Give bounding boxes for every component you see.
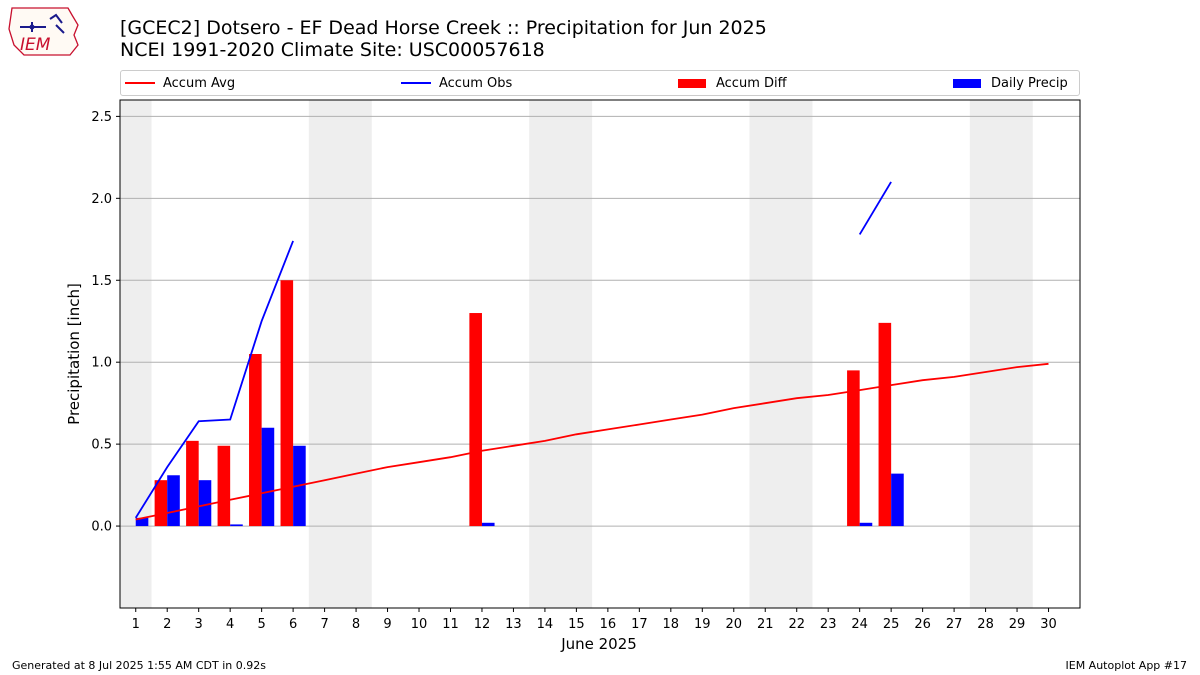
accum-diff-bar [154, 480, 168, 527]
accum-diff-bar [878, 322, 892, 527]
legend-label-daily-precip: Daily Precip [991, 75, 1068, 91]
accum-obs-line [134, 240, 294, 519]
y-tick-label: 0.5 [91, 438, 112, 453]
x-axis-label: June 2025 [560, 635, 637, 653]
chart-title: [GCEC2] Dotsero - EF Dead Horse Creek ::… [120, 17, 767, 39]
weekend-shade [529, 100, 593, 608]
daily-precip-bar [230, 524, 243, 527]
x-tick-label: 30 [1040, 617, 1057, 632]
legend-swatch-accum-diff [678, 78, 706, 88]
weekend-shade [969, 100, 1033, 608]
x-tick-label: 9 [383, 617, 391, 632]
legend-item-accum-obs: Accum Obs [401, 74, 512, 92]
legend-label-accum-obs: Accum Obs [439, 75, 513, 91]
legend-item-daily-precip: Daily Precip [953, 74, 1068, 92]
x-tick-label: 1 [132, 617, 140, 632]
chart-subtitle: NCEI 1991-2020 Climate Site: USC00057618 [120, 39, 545, 61]
legend-label-accum-avg: Accum Avg [163, 75, 236, 91]
x-tick-label: 17 [631, 617, 648, 632]
x-tick-label: 5 [257, 617, 265, 632]
x-tick-label: 7 [320, 617, 328, 632]
y-tick-label: 1.0 [91, 356, 112, 371]
x-tick-label: 20 [725, 617, 742, 632]
legend-swatch-accum-avg [125, 82, 155, 84]
y-axis-label: Precipitation [inch] [65, 283, 83, 425]
daily-precip-bar [859, 522, 873, 527]
accum-diff-bar [280, 280, 294, 527]
x-tick-label: 26 [914, 617, 931, 632]
x-tick-label: 28 [977, 617, 994, 632]
accum-avg-line [135, 362, 1049, 521]
x-tick-label: 8 [352, 617, 360, 632]
footer-app: IEM Autoplot App #17 [1065, 659, 1188, 672]
weekend-shade [749, 100, 813, 608]
daily-precip-bar [167, 475, 180, 527]
x-tick-label: 3 [195, 617, 203, 632]
x-tick-label: 14 [537, 617, 554, 632]
daily-precip-bar [481, 522, 495, 527]
x-tick-label: 2 [163, 617, 171, 632]
legend-label-accum-diff: Accum Diff [716, 75, 787, 91]
x-tick-label: 13 [505, 617, 522, 632]
x-tick-label: 27 [946, 617, 963, 632]
y-tick-label: 1.5 [91, 274, 112, 289]
x-tick-label: 19 [694, 617, 711, 632]
x-tick-label: 23 [820, 617, 837, 632]
x-tick-label: 15 [568, 617, 585, 632]
x-tick-label: 4 [226, 617, 234, 632]
daily-precip-bar [891, 473, 904, 527]
y-tick-label: 2.0 [91, 192, 112, 207]
x-tick-label: 10 [411, 617, 428, 632]
accum-diff-bar [186, 440, 199, 527]
logo-text: IEM [20, 35, 51, 55]
x-tick-label: 11 [442, 617, 459, 632]
accum-diff-bar [249, 354, 262, 527]
accum-obs-line [858, 181, 892, 235]
legend-swatch-accum-obs [401, 82, 431, 84]
accum-diff-bar [217, 445, 231, 527]
footer-generated: Generated at 8 Jul 2025 1:55 AM CDT in 0… [12, 659, 266, 672]
x-tick-label: 24 [851, 617, 868, 632]
x-tick-label: 22 [788, 617, 805, 632]
y-tick-label: 2.5 [91, 110, 112, 125]
weekend-shade [308, 100, 372, 608]
weekend-shade [120, 100, 152, 608]
x-tick-label: 18 [663, 617, 680, 632]
legend-item-accum-avg: Accum Avg [125, 74, 235, 92]
plot-frame [119, 99, 1081, 609]
daily-precip-bar [135, 517, 149, 527]
x-tick-label: 25 [883, 617, 900, 632]
daily-precip-bar [261, 427, 275, 527]
accum-diff-bar [469, 313, 482, 527]
x-tick-label: 6 [289, 617, 297, 632]
daily-precip-bar [198, 480, 212, 527]
iem-logo: IEM [6, 5, 82, 63]
accum-diff-bar [847, 370, 860, 527]
x-tick-label: 29 [1009, 617, 1026, 632]
x-tick-label: 16 [600, 617, 617, 632]
legend: Accum Avg Accum Obs Accum Diff Daily Pre… [120, 70, 1080, 96]
x-tick-label: 21 [757, 617, 774, 632]
y-tick-label: 0.0 [91, 520, 112, 535]
legend-item-accum-diff: Accum Diff [678, 74, 787, 92]
legend-swatch-daily-precip [953, 78, 981, 88]
x-tick-label: 12 [474, 617, 491, 632]
